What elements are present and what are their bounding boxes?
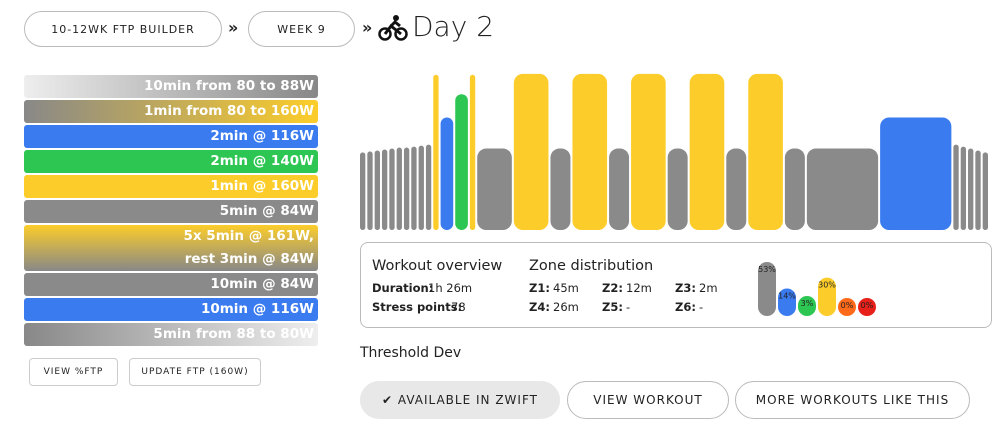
zone-label: Z1: — [529, 281, 550, 295]
stress: 78 — [451, 300, 466, 314]
profile-bar — [667, 148, 688, 230]
zone-value: 2m — [699, 281, 718, 295]
profile-bar — [389, 148, 395, 230]
profile-bar — [689, 73, 725, 230]
profile-bar — [477, 148, 512, 230]
overview-box — [360, 242, 992, 328]
profile-bar — [880, 117, 952, 230]
profile-bar — [418, 145, 424, 230]
profile-bar — [381, 149, 388, 230]
zone-chart: 53% 14% 3% 30% 0% 0% — [758, 261, 876, 316]
zone-value: 26m — [553, 300, 579, 314]
profile-bar — [748, 73, 783, 230]
zwift-button[interactable]: ✔ AVAILABLE IN ZWIFT — [360, 381, 560, 419]
step: 10min @ 116W — [24, 298, 318, 321]
profile-bar — [396, 147, 402, 230]
profile-bar — [411, 146, 417, 230]
zone-percent: 30% — [818, 281, 836, 290]
profile-bar — [440, 117, 454, 230]
zone-bar — [838, 298, 856, 316]
zone-bar — [758, 261, 776, 316]
zone-bar — [858, 298, 876, 316]
plan-link[interactable]: 10-12WK FTP BUILDER — [24, 11, 222, 47]
zone-value: 45m — [553, 281, 579, 295]
workout-profile — [360, 73, 988, 230]
duration: 1h 26m — [428, 281, 473, 295]
profile-bar — [455, 94, 468, 230]
profile-bar — [360, 152, 366, 230]
profile-bar — [953, 144, 959, 230]
profile-bar — [982, 152, 988, 230]
zone-percent: 0% — [841, 301, 854, 310]
separator: » — [228, 18, 239, 37]
day-title: Day 2 — [412, 10, 495, 43]
zone-bar — [778, 288, 796, 316]
zones-title: Zone distribution — [529, 258, 654, 274]
zone-percent: 3% — [801, 299, 814, 308]
profile-bar — [968, 148, 974, 230]
zone-label: Z4: — [529, 300, 550, 314]
zone-value: 12m — [626, 281, 652, 295]
profile-bar — [469, 74, 476, 230]
zone-value: - — [626, 300, 631, 314]
zone-bar — [818, 277, 836, 316]
profile-bar — [374, 150, 380, 230]
zone-label: Z2: — [602, 281, 623, 295]
profile-bar — [631, 73, 666, 230]
profile-bar — [433, 74, 439, 230]
profile-bar — [513, 73, 549, 230]
profile-bar — [425, 144, 432, 230]
step: 1min from 80 to 160W — [24, 100, 318, 123]
workout-name: Threshold Dev — [360, 345, 462, 361]
profile-bar — [403, 147, 410, 230]
week-link[interactable]: WEEK 9 — [248, 11, 355, 47]
profile-bar — [806, 148, 879, 230]
zone-label: Z6: — [675, 300, 696, 314]
step: 10min from 80 to 88W — [24, 75, 318, 98]
step: 5x 5min @ 161W, — [183, 228, 315, 244]
zone-value: - — [699, 300, 704, 314]
step: 5min from 88 to 80W — [24, 323, 318, 346]
zone-label: Z3: — [675, 281, 696, 295]
zone-percent: 53% — [758, 265, 776, 274]
zone-percent: 14% — [778, 291, 796, 300]
zone-label: Z5: — [602, 300, 623, 314]
profile-bar — [960, 146, 967, 230]
profile-bar — [572, 73, 608, 230]
more-workouts-button[interactable]: MORE WORKOUTS LIKE THIS — [735, 381, 970, 419]
profile-bar — [975, 150, 981, 230]
step: 2min @ 116W — [24, 125, 318, 148]
step-group: 5x 5min @ 161W, rest 3min @ 84W — [24, 225, 318, 271]
zone-percent: 0% — [861, 301, 874, 310]
step: 2min @ 140W — [24, 150, 318, 173]
step: 5min @ 84W — [24, 200, 318, 223]
duration-label: Duration: — [372, 281, 434, 295]
view-ftp-button[interactable]: VIEW %FTP — [29, 358, 118, 386]
overview-title: Workout overview — [372, 258, 503, 274]
step: rest 3min @ 84W — [184, 251, 314, 267]
update-ftp-button[interactable]: UPDATE FTP (160W) — [129, 358, 261, 386]
view-workout-button[interactable]: VIEW WORKOUT — [567, 381, 729, 419]
stress-label: Stress points: — [372, 300, 463, 314]
separator: » — [362, 18, 373, 37]
profile-bar — [609, 148, 630, 230]
step: 1min @ 160W — [24, 175, 318, 198]
profile-bar — [726, 148, 747, 230]
profile-bar — [784, 148, 805, 230]
zone-bar — [798, 295, 816, 316]
profile-bar — [367, 151, 373, 230]
bike-icon — [378, 15, 408, 41]
step: 10min @ 84W — [24, 273, 318, 296]
profile-bar — [550, 148, 571, 230]
